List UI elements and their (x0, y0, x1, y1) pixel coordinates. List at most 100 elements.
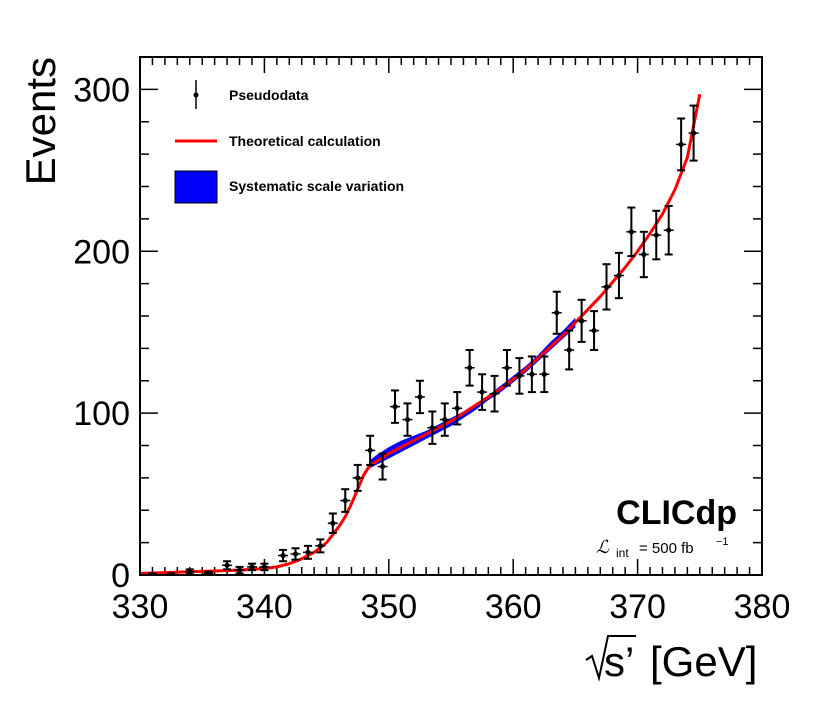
collaboration-label: CLICdp (616, 494, 737, 532)
data-marker (616, 272, 622, 279)
pseudodata-point (589, 310, 600, 351)
data-marker (666, 227, 672, 233)
pseudodata-point (167, 572, 176, 574)
legend-entry-band: Systematic scale variation (174, 170, 404, 204)
data-marker (641, 251, 647, 258)
pseudodata-point (489, 374, 500, 413)
data-marker (392, 404, 398, 410)
pseudodata-point (514, 357, 525, 395)
data-marker (653, 232, 659, 238)
pseudodata-point (246, 562, 257, 572)
pseudodata-point (601, 263, 612, 311)
data-marker (678, 141, 684, 148)
pseudodata-point (688, 104, 699, 162)
pseudodata-point (234, 565, 245, 574)
pseudodata-point (148, 572, 157, 574)
pseudodata-point (203, 570, 214, 574)
data-marker (566, 347, 572, 353)
data-marker (541, 371, 547, 377)
pseudodata-points (148, 104, 699, 574)
x-tick-label: 340 (236, 588, 293, 626)
y-tick-label: 300 (73, 71, 130, 109)
data-marker (379, 463, 386, 470)
data-marker (187, 569, 193, 574)
x-axis-symbol: s’ (604, 638, 634, 685)
x-tick-label: 350 (360, 588, 417, 626)
pseudodata-point (427, 410, 438, 445)
pseudodata-point (676, 117, 687, 172)
data-marker (168, 572, 174, 574)
legend-entry-pseudodata: Pseudodata (193, 80, 309, 109)
x-axis-title: s’ [GeV] (585, 635, 757, 685)
data-marker (417, 394, 423, 400)
data-marker (442, 417, 448, 423)
data-marker (330, 520, 336, 526)
luminosity-label: ℒ int = 500 fb −1 (596, 536, 729, 560)
lumi-symbol: ℒ (596, 537, 610, 558)
lumi-subscript: int (616, 546, 629, 560)
pseudodata-point (365, 434, 376, 466)
data-marker (224, 562, 230, 568)
pseudodata-point (613, 251, 624, 300)
pseudodata-point (626, 206, 637, 258)
data-marker (280, 552, 286, 559)
data-marker (516, 373, 523, 379)
x-tick-label: 370 (609, 588, 666, 626)
data-marker (404, 417, 411, 423)
legend-marker-point (193, 92, 199, 98)
pseudodata-point (464, 348, 475, 387)
y-tick-label: 100 (73, 395, 130, 433)
data-marker (467, 365, 473, 371)
data-marker (603, 284, 610, 290)
pseudodata-point (663, 204, 674, 256)
data-marker (529, 371, 535, 377)
data-marker (355, 475, 361, 481)
legend: Pseudodata Theoretical calculation Syste… (174, 80, 404, 204)
sqrt-sign-icon (585, 635, 636, 682)
data-marker (454, 405, 460, 411)
data-marker (261, 564, 267, 570)
pseudodata-point (315, 538, 326, 554)
data-marker (305, 549, 311, 555)
pseudodata-point (222, 560, 233, 571)
x-tick-label: 330 (112, 588, 169, 626)
pseudodata-point (539, 355, 550, 394)
pseudodata-point (452, 391, 463, 426)
data-marker (367, 447, 373, 453)
legend-label: Pseudodata (229, 87, 309, 103)
data-marker (317, 543, 323, 549)
y-tick-label: 200 (73, 233, 130, 271)
pseudodata-point (651, 209, 662, 261)
pseudodata-point (439, 402, 450, 437)
pseudodata-point (638, 230, 649, 279)
pseudodata-point (414, 379, 425, 415)
data-marker (249, 564, 255, 570)
data-marker (150, 572, 155, 574)
pseudodata-point (327, 512, 338, 534)
pseudodata-point (184, 568, 195, 574)
pseudodata-point (352, 463, 363, 492)
pseudodata-point (402, 402, 413, 437)
lumi-value: = 500 fb (639, 540, 694, 557)
data-marker (504, 365, 510, 371)
pseudodata-point (377, 452, 388, 481)
legend-label: Systematic scale variation (229, 178, 404, 194)
pseudodata-point (390, 389, 401, 424)
data-marker (429, 425, 435, 431)
pseudodata-point (302, 544, 313, 560)
pseudodata-point (290, 547, 301, 561)
pseudodata-point (278, 548, 289, 563)
pseudodata-point (564, 329, 575, 371)
legend-label: Theoretical calculation (229, 133, 381, 149)
data-marker (591, 327, 597, 334)
pseudodata-point (551, 290, 562, 335)
data-marker (205, 570, 212, 574)
pseudodata-point (526, 355, 537, 394)
data-marker (554, 310, 560, 316)
x-tick-label: 360 (485, 588, 542, 626)
axis-ticks (139, 56, 763, 576)
lumi-exponent: −1 (716, 536, 729, 548)
pseudodata-point (477, 373, 488, 411)
y-tick-label: 0 (111, 557, 130, 595)
